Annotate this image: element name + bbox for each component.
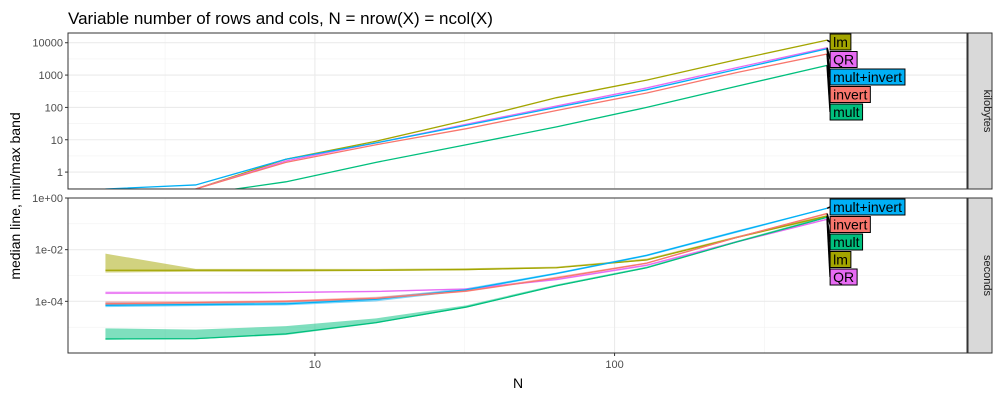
series-label-QR: QR: [833, 52, 854, 68]
series-label-box-mult: [829, 103, 864, 121]
y-tick-label: 1: [57, 167, 63, 179]
y-tick-label: 1000: [39, 70, 63, 82]
line-mult+invert: [105, 48, 828, 189]
series-label-box-invert: [829, 216, 871, 233]
panel-border: [67, 32, 968, 190]
y-tick-label: 10: [51, 135, 63, 147]
line-mult+invert: [105, 207, 828, 306]
facet-strip-kilobytes: [967, 32, 993, 190]
label-leader: [826, 219, 831, 278]
y-tick-label: 1e-04: [35, 296, 63, 308]
band-lm: [105, 214, 828, 273]
series-label-lm: lm: [833, 252, 848, 268]
series-label-box-lm: [829, 251, 852, 268]
panel-border: [67, 197, 968, 354]
series-label-box-mult+invert: [829, 198, 906, 216]
panels-layer: 110100100010000kilobyteslmQRmult+inverti…: [32, 32, 993, 371]
series-label-box-lm: [829, 33, 852, 51]
line-lm: [105, 215, 828, 271]
series-label-box-mult: [829, 233, 864, 251]
y-tick-label: 10000: [32, 38, 63, 50]
x-axis-title: N: [513, 375, 523, 391]
facet-strip-label: seconds: [981, 255, 993, 296]
line-invert: [105, 212, 828, 305]
x-tick-label: 10: [309, 359, 321, 371]
line-invert: [185, 53, 828, 189]
series-label-mult: mult: [833, 234, 860, 250]
y-tick-label: 1e-02: [35, 245, 63, 257]
chart-title: Variable number of rows and cols, N = nr…: [68, 9, 493, 28]
series-layer: [105, 207, 828, 340]
y-tick-label: 1e+00: [32, 193, 63, 205]
panel-seconds: 1e-04 1e-02 1e+00 seconds mult+invert invertm…: [32, 193, 993, 354]
series-label-box-invert: [829, 86, 871, 103]
series-label-mult+invert: mult+invert: [833, 199, 902, 215]
series-label-mult+invert: mult+invert: [833, 69, 902, 85]
series-label-lm: lm: [833, 34, 848, 50]
series-label-invert: invert: [833, 217, 867, 233]
series-layer: [105, 39, 828, 189]
series-label-invert: invert: [833, 87, 867, 103]
line-QR: [105, 218, 828, 294]
line-mult: [105, 216, 828, 340]
x-tick-label: 100: [605, 359, 623, 371]
facet-strip-seconds: [967, 197, 993, 354]
series-label-box-QR: [829, 51, 858, 68]
y-axis-title: median line, min/max band: [7, 112, 23, 279]
facet-strip-label: kilobytes: [981, 90, 993, 133]
line-mult: [230, 64, 828, 189]
series-label-QR: QR: [833, 269, 854, 285]
series-label-box-QR: [829, 268, 858, 286]
series-label-mult: mult: [833, 104, 860, 120]
y-tick-label: 100: [45, 102, 63, 114]
series-label-box-mult+invert: [829, 68, 906, 86]
